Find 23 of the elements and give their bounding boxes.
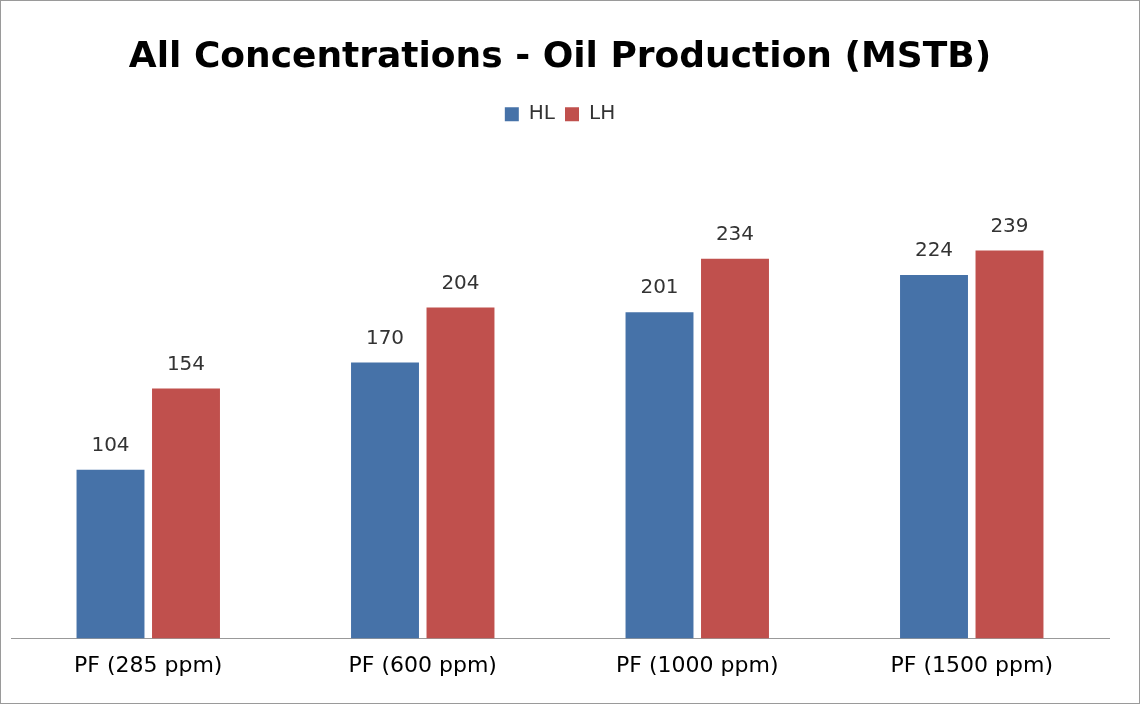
data-label: 204 <box>441 269 480 294</box>
x-tick-label: PF (1500 ppm) <box>890 651 1053 677</box>
bar <box>426 307 495 639</box>
bar <box>351 362 419 639</box>
x-tick-label: PF (600 ppm) <box>348 651 497 677</box>
x-tick-label: PF (285 ppm) <box>74 651 223 677</box>
data-label: 234 <box>715 220 755 245</box>
data-label: 239 <box>990 212 1029 237</box>
data-label: 201 <box>640 274 679 299</box>
bar <box>76 469 145 639</box>
bar <box>900 274 968 639</box>
data-label: 104 <box>91 431 130 456</box>
bar <box>701 258 769 639</box>
legend-label: HL <box>528 100 556 125</box>
bar <box>152 388 220 639</box>
bar <box>975 250 1044 639</box>
data-label: 154 <box>166 350 206 375</box>
chart-title: All Concentrations - Oil Production (MSTB) <box>128 33 992 75</box>
legend-label: LH <box>589 100 616 125</box>
x-tick-label: PF (1000 ppm) <box>616 651 779 677</box>
data-label: 170 <box>365 324 405 349</box>
bar <box>625 312 694 639</box>
data-label: 224 <box>914 237 954 262</box>
